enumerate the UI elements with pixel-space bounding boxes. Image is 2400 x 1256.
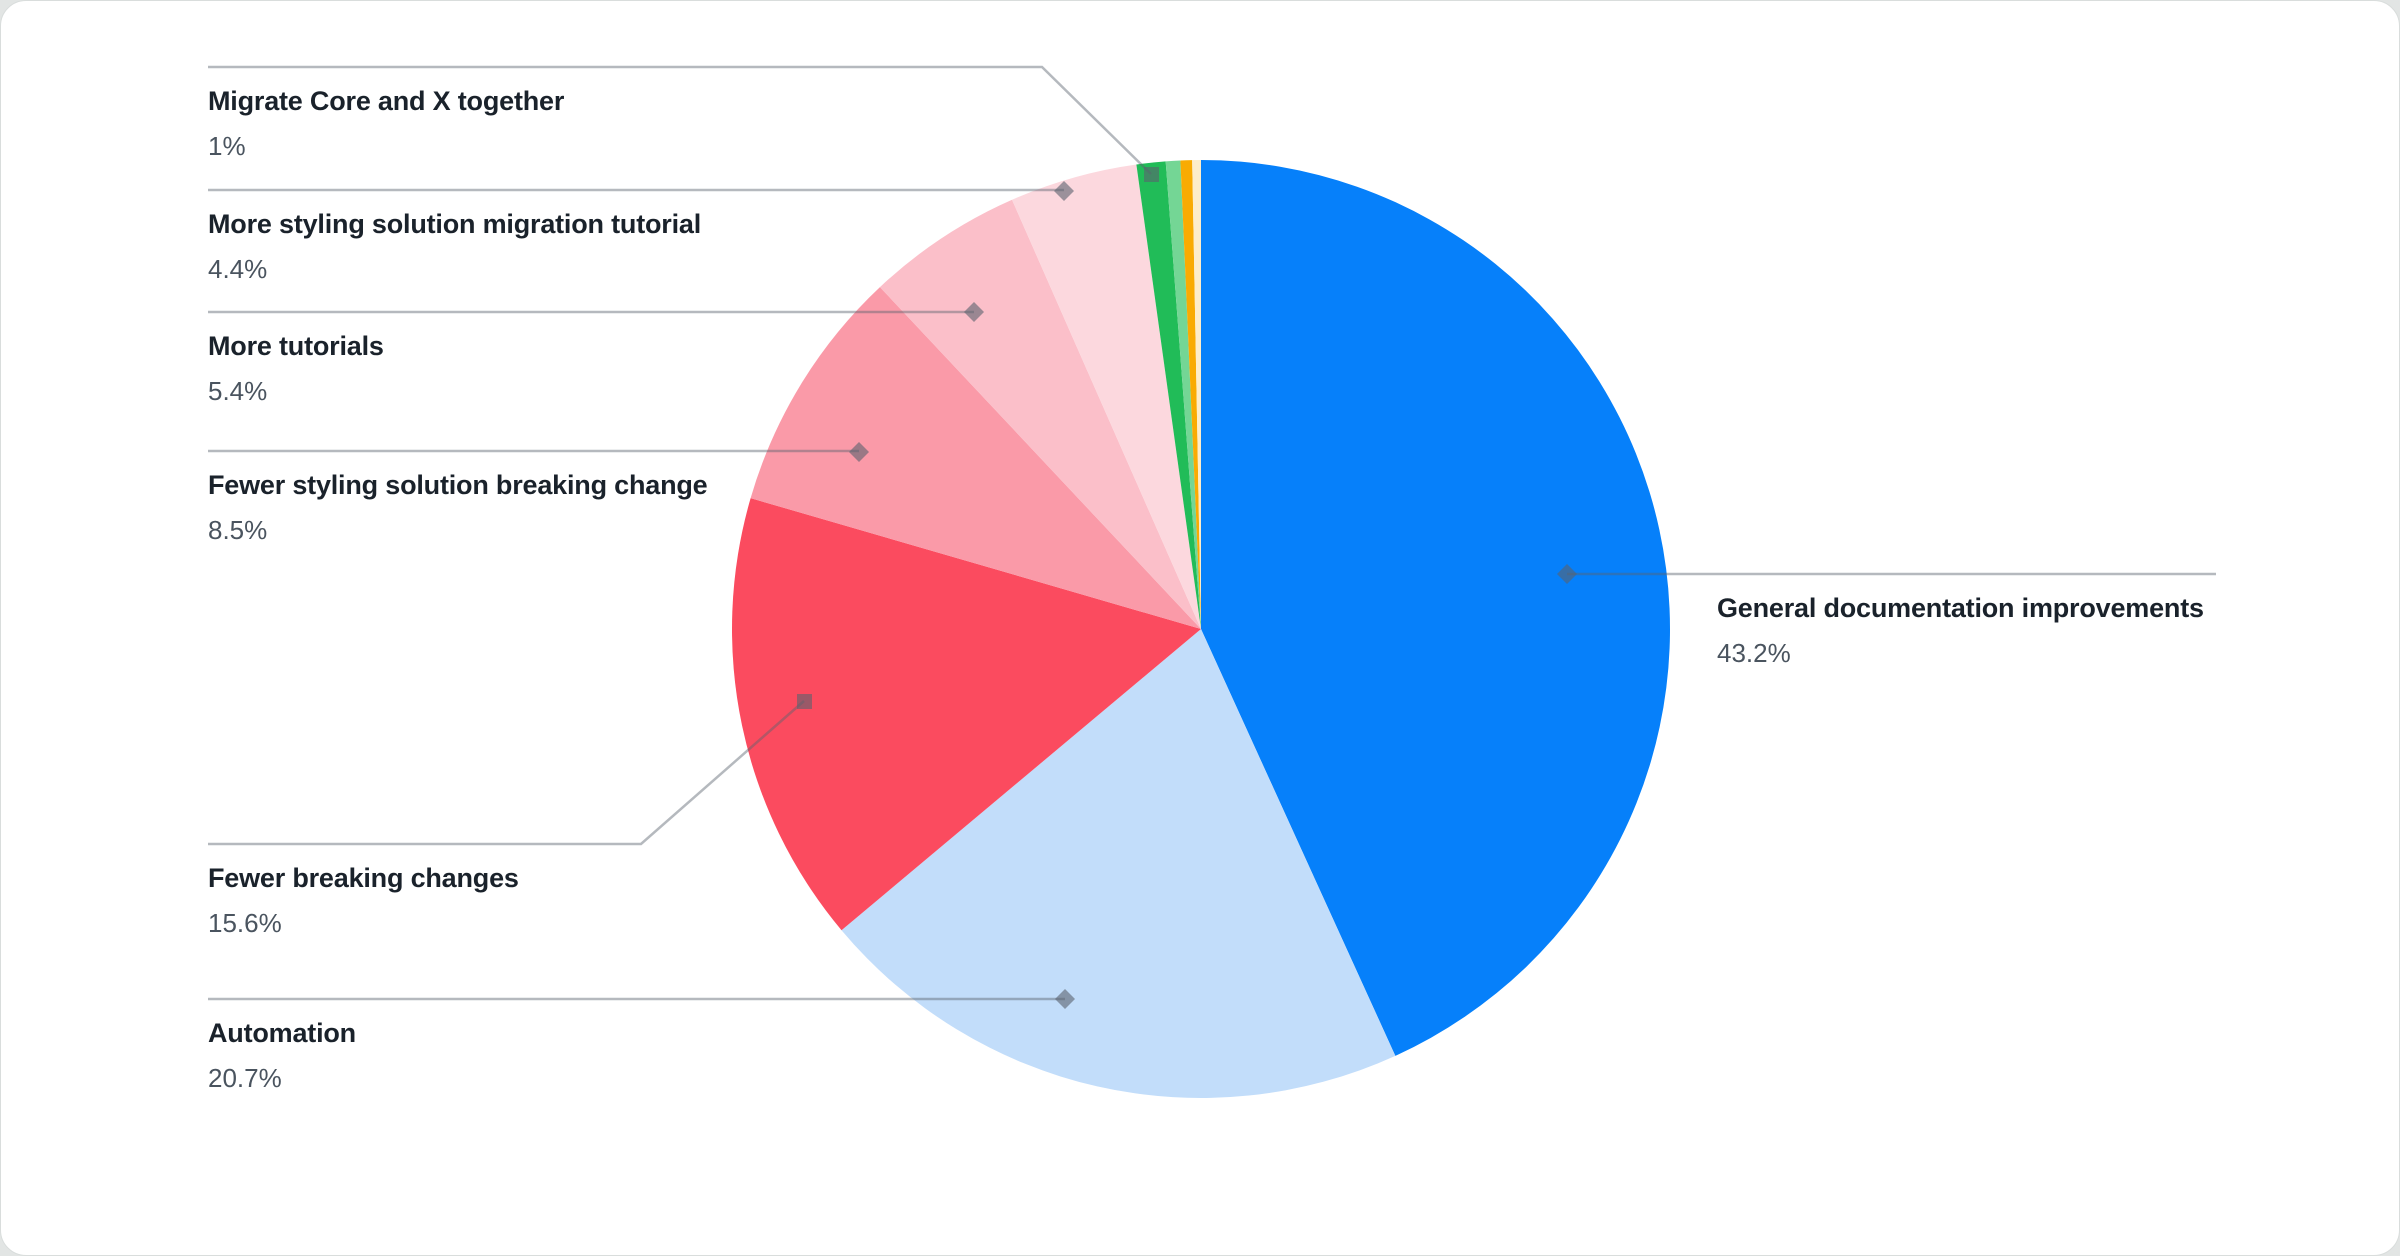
slice-label: Fewer styling solution breaking change: [208, 470, 708, 500]
slice-percent: 15.6%: [208, 908, 282, 938]
pie-slice-unlabeled-9[interactable]: [1192, 159, 1201, 629]
slice-percent: 20.7%: [208, 1063, 282, 1093]
slice-percent: 1%: [208, 131, 246, 161]
slice-percent: 8.5%: [208, 515, 268, 545]
slice-label: Fewer breaking changes: [208, 863, 519, 893]
pie-slice-migrate-core-and-x-together[interactable]: [1136, 161, 1201, 629]
slice-label: Migrate Core and X together: [208, 86, 565, 116]
callout-marker: [1055, 989, 1075, 1009]
callout-markers: [797, 167, 1577, 1009]
callout-marker: [1144, 167, 1159, 182]
callout-migrate-core-and-x-together: Migrate Core and X together 1%: [208, 84, 564, 162]
callout-marker: [1557, 564, 1577, 584]
callout-more-tutorials: More tutorials 5.4%: [208, 329, 384, 407]
pie-slice-unlabeled-7[interactable]: [1165, 160, 1201, 629]
slice-percent: 4.4%: [208, 254, 268, 284]
pie-slice-general-documentation-improvements[interactable]: [1201, 160, 1670, 1056]
pie-slice-more-styling-solution-migration-tutorial[interactable]: [1012, 164, 1201, 629]
slice-percent: 5.4%: [208, 376, 268, 406]
callout-fewer-breaking-changes: Fewer breaking changes 15.6%: [208, 861, 519, 939]
pie-slice-fewer-breaking-changes[interactable]: [731, 498, 1201, 931]
leader-line: [208, 65, 1152, 175]
pie-slices: [731, 159, 1670, 1099]
callout-more-styling-solution-migration-tutorial: More styling solution migration tutorial…: [208, 207, 701, 285]
callout-fewer-styling-solution-breaking-change: Fewer styling solution breaking change 8…: [208, 468, 708, 546]
callout-marker: [964, 302, 984, 322]
leader-line: [208, 700, 805, 846]
callout-general-documentation-improvements: General documentation improvements 43.2%: [1717, 591, 2204, 669]
slice-percent: 43.2%: [1717, 638, 1791, 668]
callout-marker: [849, 442, 869, 462]
slice-label: More styling solution migration tutorial: [208, 209, 702, 239]
callout-marker: [1054, 181, 1074, 201]
pie-slice-unlabeled-8[interactable]: [1180, 160, 1201, 629]
callout-marker: [797, 694, 812, 709]
callout-automation: Automation 20.7%: [208, 1016, 356, 1094]
leader-lines: [208, 65, 2216, 1001]
pie-slice-automation[interactable]: [841, 629, 1396, 1099]
slice-label: More tutorials: [208, 331, 384, 361]
slice-label: Automation: [208, 1018, 356, 1048]
pie-slice-fewer-styling-solution-breaking-change[interactable]: [750, 287, 1201, 629]
slice-label: General documentation improvements: [1717, 593, 2204, 623]
pie-slice-more-tutorials[interactable]: [879, 199, 1201, 629]
